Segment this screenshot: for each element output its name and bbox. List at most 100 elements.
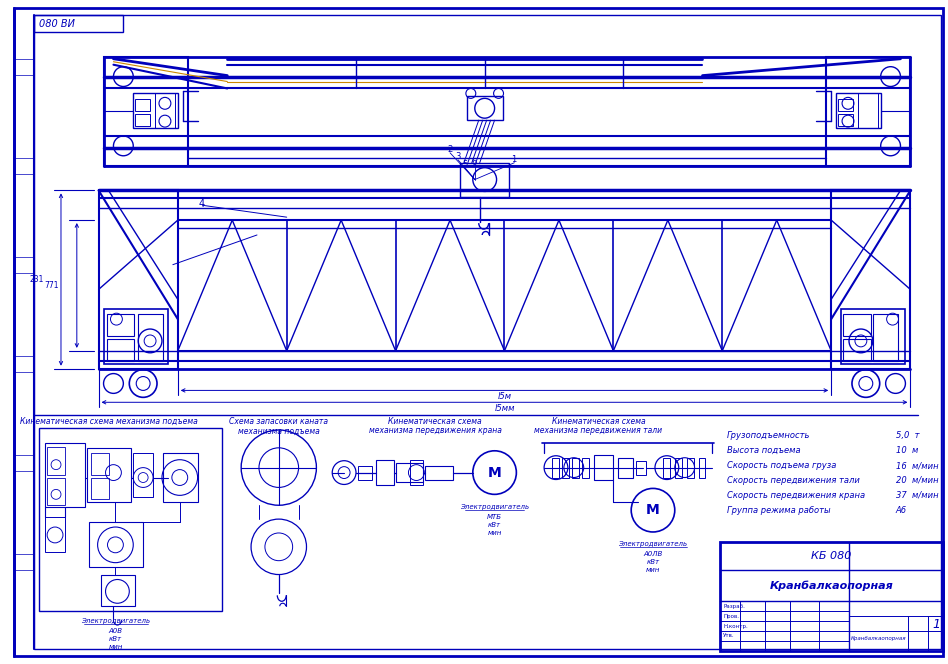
Bar — [720, 542, 943, 651]
Bar — [100, 574, 136, 606]
Text: 080 ВИ: 080 ВИ — [39, 19, 75, 29]
Text: 10  м: 10 м — [896, 446, 918, 456]
Text: мин: мин — [108, 644, 122, 650]
Bar — [618, 457, 633, 477]
Bar — [358, 465, 372, 479]
Bar — [831, 191, 910, 369]
Bar — [375, 459, 393, 485]
Text: Скорость подъема груза: Скорость подъема груза — [727, 461, 837, 470]
Text: Кранбалкаопорная: Кранбалкаопорная — [851, 636, 906, 641]
Text: Кинематическая схема механизма подъема: Кинематическая схема механизма подъема — [20, 416, 197, 426]
Bar — [34, 15, 123, 32]
Bar — [14, 455, 34, 471]
Bar — [47, 447, 65, 475]
Text: 6: 6 — [472, 158, 477, 167]
Text: 37  м/мин: 37 м/мин — [896, 491, 939, 500]
Text: 20  м/мин: 20 м/мин — [896, 476, 939, 485]
Bar — [91, 453, 108, 475]
Text: l5мм: l5мм — [494, 404, 515, 413]
Bar — [46, 443, 84, 507]
Text: Разраб.: Разраб. — [723, 604, 745, 609]
Text: Кинематическая схема: Кинематическая схема — [552, 416, 646, 426]
Bar — [99, 191, 178, 369]
Text: М: М — [487, 465, 501, 479]
Bar — [14, 59, 34, 74]
Text: МТБ: МТБ — [487, 514, 502, 520]
Bar — [686, 457, 694, 477]
Bar — [136, 100, 150, 112]
Bar — [460, 163, 509, 197]
Bar — [106, 339, 135, 361]
Text: Высота подъема: Высота подъема — [727, 446, 801, 456]
Bar — [552, 457, 559, 477]
Text: КБ 080: КБ 080 — [811, 550, 852, 560]
Text: l5м: l5м — [498, 392, 512, 401]
Text: Н.контр.: Н.контр. — [723, 623, 748, 629]
Bar — [89, 522, 143, 566]
Text: Пров.: Пров. — [723, 614, 739, 619]
Text: 16  м/мин: 16 м/мин — [896, 461, 939, 470]
Text: Кранбалкаопорная: Кранбалкаопорная — [770, 580, 894, 591]
Text: Грузоподъемность: Грузоподъемность — [727, 432, 811, 440]
Bar — [843, 314, 871, 336]
Bar — [843, 339, 871, 361]
Text: Скорость передвижения тали: Скорость передвижения тали — [727, 476, 860, 485]
Bar — [46, 517, 65, 552]
Bar — [572, 457, 578, 477]
Text: мин: мин — [487, 530, 501, 536]
Bar — [873, 314, 898, 361]
Bar — [836, 94, 881, 128]
Bar — [582, 457, 589, 477]
Text: 5: 5 — [462, 160, 467, 169]
Text: механизма передвижения крана: механизма передвижения крана — [369, 426, 501, 436]
Bar — [827, 57, 910, 166]
Bar — [91, 477, 108, 499]
Text: А6: А6 — [896, 506, 906, 515]
Text: кВт: кВт — [109, 636, 122, 642]
Bar — [562, 457, 569, 477]
Text: Группа режима работы: Группа режима работы — [727, 506, 830, 515]
Bar — [14, 356, 34, 372]
Bar — [103, 309, 168, 364]
Text: Утв.: Утв. — [723, 633, 735, 638]
Text: Схема запасовки каната: Схема запасовки каната — [229, 416, 328, 426]
Text: А0В: А0В — [108, 628, 122, 634]
Text: Электродвигатель: Электродвигатель — [81, 618, 150, 624]
Bar — [699, 457, 705, 477]
Bar — [138, 314, 163, 361]
Bar — [395, 463, 424, 483]
Bar — [134, 94, 178, 128]
Bar — [134, 453, 153, 497]
Text: 2: 2 — [447, 145, 452, 154]
Bar — [841, 309, 905, 364]
Bar — [636, 461, 646, 475]
Text: Электродвигатель: Электродвигатель — [618, 541, 687, 547]
Bar — [675, 457, 682, 477]
Text: 771: 771 — [45, 281, 59, 290]
Text: 5,0  т: 5,0 т — [896, 432, 919, 440]
Bar — [39, 428, 223, 611]
Text: Скорость передвижения крана: Скорость передвижения крана — [727, 491, 866, 500]
Text: 1: 1 — [511, 155, 517, 164]
Bar — [426, 465, 453, 479]
Bar — [155, 94, 174, 128]
Bar — [838, 114, 853, 126]
Text: М: М — [647, 503, 660, 517]
Text: мин: мин — [646, 566, 660, 572]
Bar — [410, 459, 424, 485]
Text: 1: 1 — [932, 618, 940, 631]
Text: А0ЛВ: А0ЛВ — [644, 550, 663, 556]
Bar — [858, 94, 878, 128]
Bar — [663, 457, 670, 477]
Text: 231: 231 — [29, 275, 45, 284]
Bar — [136, 114, 150, 126]
Text: механизма передвижения тали: механизма передвижения тали — [535, 426, 663, 436]
Bar — [47, 477, 65, 505]
Text: 3: 3 — [455, 152, 461, 161]
Bar — [14, 158, 34, 173]
Bar — [106, 314, 135, 336]
Bar — [86, 448, 131, 502]
Bar — [593, 455, 613, 481]
Text: кВт: кВт — [647, 558, 660, 564]
Bar — [14, 257, 34, 273]
